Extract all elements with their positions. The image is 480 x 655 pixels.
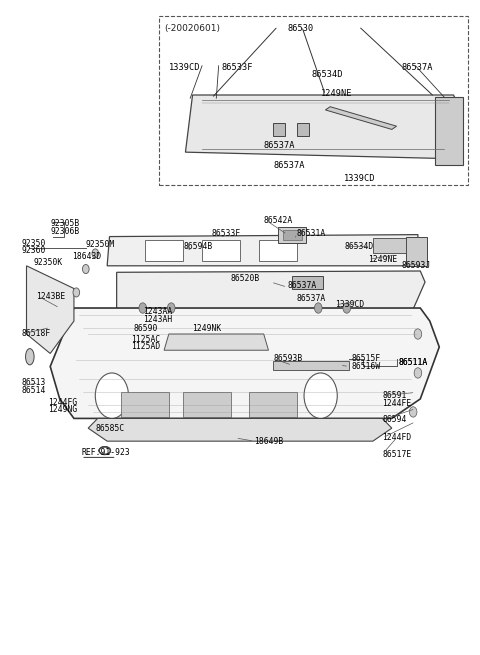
Text: 1244FG: 1244FG [48,398,77,407]
Text: 86534D: 86534D [311,69,343,79]
Text: 86511A: 86511A [399,358,428,367]
Polygon shape [250,392,297,417]
Text: 1339CD: 1339CD [335,300,364,309]
Polygon shape [164,334,268,350]
Text: 86511A: 86511A [399,358,428,367]
Circle shape [96,373,129,419]
Text: 86531A: 86531A [297,229,326,238]
Text: 86513: 86513 [22,378,46,387]
Circle shape [139,303,146,313]
Text: 86534D: 86534D [344,242,373,251]
Text: 86520B: 86520B [230,274,260,284]
Circle shape [343,303,350,313]
Text: 86515F: 86515F [351,354,381,363]
Text: 1249NE: 1249NE [368,255,397,264]
Text: 1339CD: 1339CD [169,64,200,72]
Polygon shape [373,238,406,253]
Polygon shape [406,236,427,266]
Text: 1125AC: 1125AC [131,335,160,344]
Text: 92350: 92350 [22,238,46,248]
Text: 1244FD: 1244FD [383,434,411,442]
Text: 86514: 86514 [22,386,46,395]
Text: 1249NE: 1249NE [321,89,352,98]
Polygon shape [434,97,463,165]
Polygon shape [292,276,323,289]
Text: 92305B: 92305B [50,219,80,228]
Text: 86537A: 86537A [288,281,317,290]
Text: 1125AD: 1125AD [131,343,160,352]
Circle shape [414,367,422,378]
Polygon shape [107,234,418,266]
Text: 86537A: 86537A [401,64,433,72]
Text: 1339CD: 1339CD [344,174,376,183]
Polygon shape [50,308,439,419]
Text: (-20020601): (-20020601) [164,24,220,33]
Text: 92350K: 92350K [34,258,63,267]
Circle shape [83,265,89,274]
Text: 86518F: 86518F [22,329,51,339]
Polygon shape [273,362,349,369]
Text: 86594B: 86594B [183,242,212,251]
Polygon shape [121,392,169,417]
Text: 92306B: 92306B [50,227,80,236]
Text: 92360: 92360 [22,246,46,255]
Text: 1249NK: 1249NK [192,324,222,333]
Circle shape [304,373,337,419]
Text: 1249NG: 1249NG [48,405,77,415]
Polygon shape [283,230,301,240]
Text: 86537A: 86537A [297,294,326,303]
Text: 86517E: 86517E [383,449,411,458]
Text: 86537A: 86537A [273,160,305,170]
Polygon shape [259,240,297,261]
Polygon shape [117,271,425,314]
Ellipse shape [25,348,34,365]
Polygon shape [325,107,396,130]
Text: 18649B: 18649B [254,437,284,445]
Polygon shape [183,392,230,417]
Circle shape [409,407,417,417]
Text: 86585C: 86585C [96,424,124,433]
Text: 86591: 86591 [383,391,407,400]
Circle shape [73,288,80,297]
Polygon shape [273,123,285,136]
Circle shape [92,249,98,258]
Text: 86594: 86594 [383,415,407,424]
Circle shape [414,329,422,339]
Text: 86590: 86590 [133,324,157,333]
Text: 86593B: 86593B [273,354,302,363]
Text: 1244FE: 1244FE [383,399,411,408]
Text: 18643D: 18643D [72,252,101,261]
Text: 86537A: 86537A [264,141,295,150]
Circle shape [168,303,175,313]
Text: 92350M: 92350M [86,240,115,249]
Text: 86593J: 86593J [401,261,431,271]
Polygon shape [297,123,309,136]
Text: REF.91-923: REF.91-923 [81,448,130,457]
Polygon shape [185,95,458,159]
Text: 1243AH: 1243AH [143,314,172,324]
Text: 86533F: 86533F [221,64,252,72]
Text: 1243BE: 1243BE [36,292,65,301]
Text: 86542A: 86542A [264,216,293,225]
Circle shape [314,303,322,313]
Text: 86516W: 86516W [351,362,381,371]
Polygon shape [26,266,74,354]
Polygon shape [202,240,240,261]
Text: 86533F: 86533F [212,229,241,238]
Text: 1243AA: 1243AA [143,307,172,316]
Polygon shape [88,419,392,441]
Polygon shape [278,227,306,243]
Text: 86530: 86530 [288,24,314,33]
Polygon shape [145,240,183,261]
